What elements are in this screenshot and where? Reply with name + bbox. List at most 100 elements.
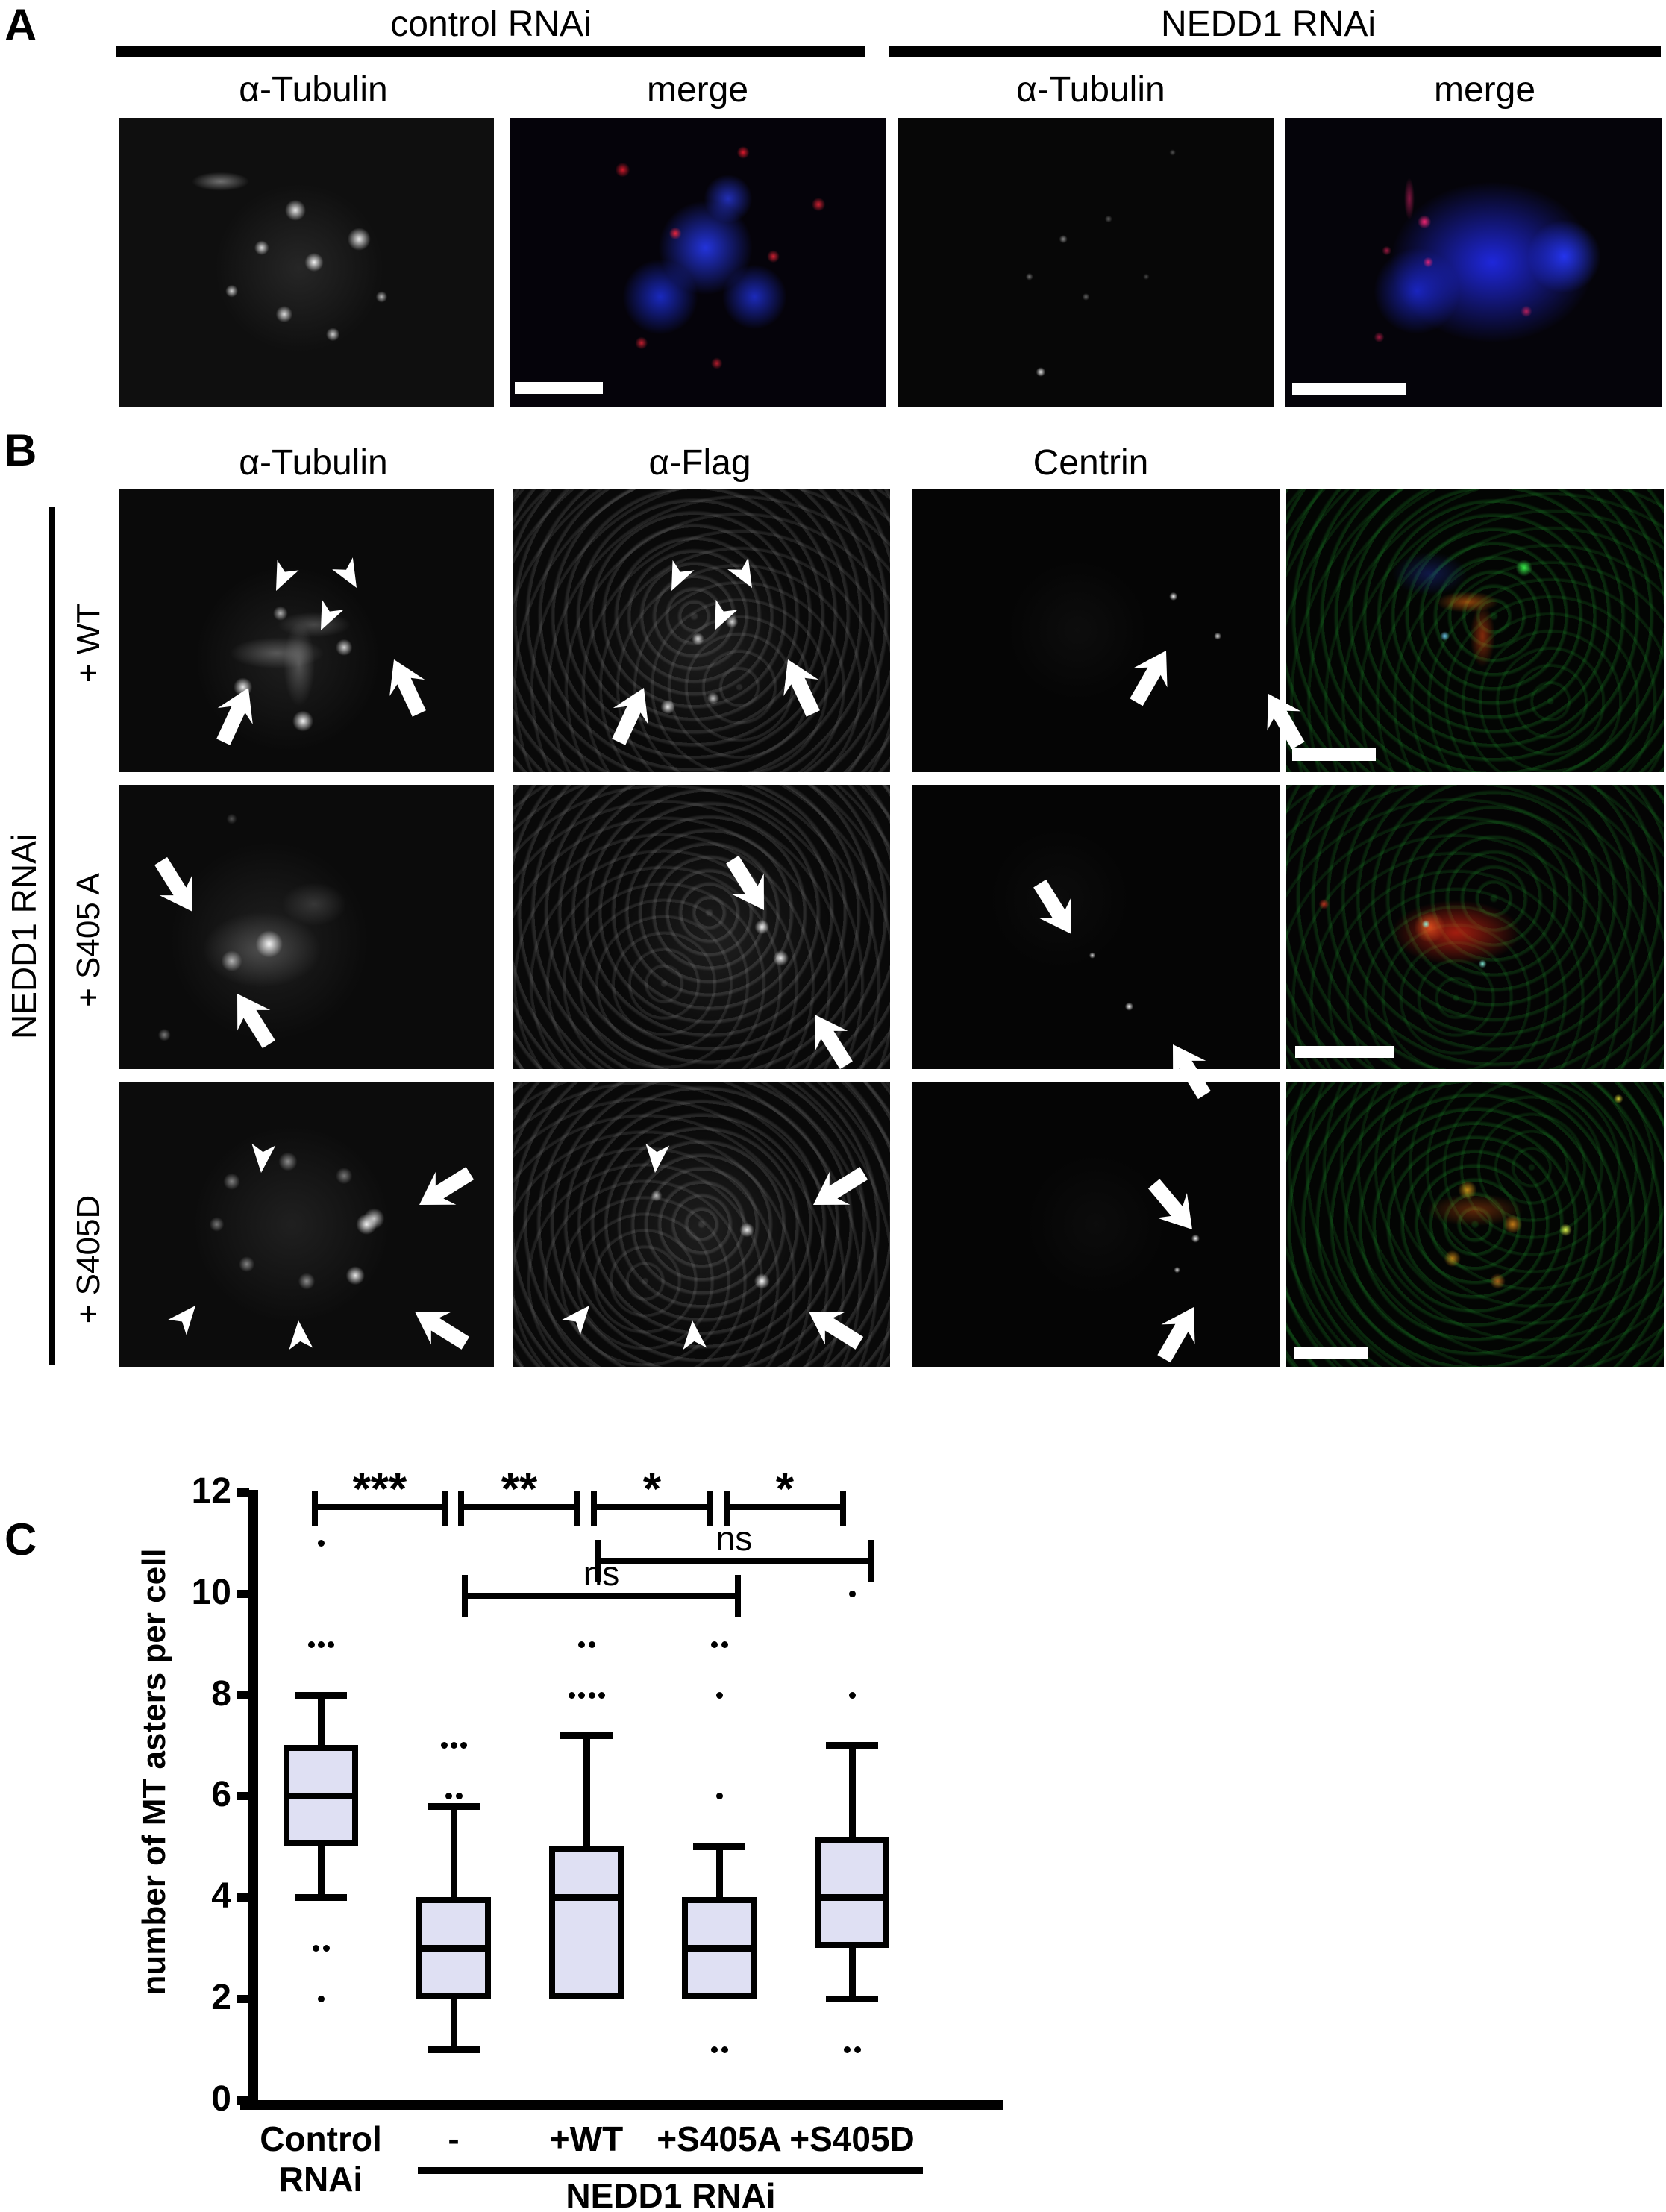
image-b-s405a-tubulin	[119, 785, 494, 1069]
y-tick	[237, 1995, 249, 2003]
whisker-lower	[451, 1999, 457, 2049]
panel-a-label: A	[4, 0, 37, 50]
sig-bracket-tick	[868, 1540, 874, 1582]
outlier-dot	[313, 1945, 319, 1952]
outlier-dot	[318, 1996, 325, 2002]
median-line	[419, 1945, 488, 1952]
outlier-dot	[589, 1692, 595, 1699]
outlier-dot	[578, 1692, 585, 1699]
x-span-underline	[418, 2167, 923, 2174]
y-tick-label: 4	[211, 1876, 231, 1916]
sig-bracket-line	[727, 1504, 843, 1510]
y-tick	[237, 1893, 249, 1902]
whisker-cap	[295, 1894, 347, 1901]
outlier-dot	[721, 1641, 728, 1648]
y-tick	[237, 2096, 249, 2105]
outlier-dot	[460, 1742, 467, 1749]
whisker-lower	[849, 1948, 856, 1999]
median-line	[685, 1945, 754, 1952]
outlier-dot	[328, 1641, 334, 1648]
panel-c-label: C	[4, 1514, 37, 1564]
y-tick-label: 6	[211, 1775, 231, 1814]
y-tick-label: 2	[211, 1978, 231, 2017]
outlier-dot	[441, 1742, 448, 1749]
x-category-label: RNAi	[278, 2160, 363, 2199]
sig-label: ***	[352, 1464, 407, 1515]
scale-bar	[1294, 1347, 1368, 1359]
outlier-dot	[721, 2046, 728, 2053]
sig-bracket-tick	[442, 1491, 448, 1526]
image-b-s405a-flag	[513, 785, 890, 1069]
y-tick-label: 8	[211, 1674, 231, 1714]
group-header-control-rnai: control RNAi	[390, 4, 592, 44]
scale-bar	[1292, 383, 1406, 395]
sig-bracket-line	[598, 1558, 871, 1564]
panel-b-col-label-flag: α-Flag	[648, 443, 751, 483]
panel-a-col-label-merge-1: merge	[646, 70, 749, 110]
sig-bracket-tick	[312, 1491, 318, 1526]
image-b-s405d-centrin	[912, 1082, 1280, 1367]
sig-bracket-tick	[574, 1491, 580, 1526]
y-tick	[237, 1590, 249, 1598]
outlier-dot	[716, 1793, 723, 1799]
outlier-dot	[854, 2046, 861, 2053]
sig-bracket-tick	[595, 1540, 601, 1582]
panel-b-label: B	[4, 425, 37, 475]
panel-a-col-label-tubulin-2: α-Tubulin	[1016, 70, 1165, 110]
sig-bracket-tick	[724, 1491, 730, 1526]
whisker-cap	[295, 1692, 347, 1699]
outlier-dot	[456, 1793, 463, 1799]
panel-b-col-label-tubulin: α-Tubulin	[239, 443, 388, 483]
sig-bracket-line	[315, 1504, 445, 1510]
outlier-dot	[844, 2046, 851, 2053]
image-b-wt-centrin	[912, 489, 1280, 772]
outlier-dot	[589, 1641, 595, 1648]
image-a-nedd1-tubulin	[898, 118, 1274, 407]
y-tick	[237, 1488, 249, 1497]
image-b-s405a-centrin	[912, 785, 1280, 1069]
box	[549, 1846, 624, 1999]
x-category-label: Control	[260, 2119, 382, 2158]
x-category-label: -	[448, 2119, 460, 2158]
image-a-control-tubulin	[119, 118, 494, 407]
median-line	[286, 1793, 355, 1799]
panel-a-col-label-merge-2: merge	[1433, 70, 1536, 110]
outlier-dot	[569, 1692, 575, 1699]
image-b-wt-merge	[1286, 489, 1664, 772]
group-header-nedd1-rnai: NEDD1 RNAi	[1160, 4, 1377, 44]
sig-bracket-tick	[735, 1575, 741, 1617]
y-axis-line	[248, 1490, 258, 2110]
x-span-label: NEDD1 RNAi	[566, 2176, 776, 2212]
whisker-upper	[849, 1745, 856, 1837]
outlier-dot	[308, 1641, 315, 1648]
whisker-upper	[451, 1806, 457, 1897]
whisker-cap	[428, 1803, 480, 1810]
scale-bar	[1292, 748, 1376, 761]
sig-label: *	[775, 1464, 795, 1515]
y-tick-label: 12	[191, 1471, 231, 1511]
outlier-dot	[323, 1945, 330, 1952]
outlier-dot	[445, 1793, 452, 1799]
panel-a-col-label-tubulin-1: α-Tubulin	[239, 70, 388, 110]
x-axis-line	[240, 2100, 1003, 2110]
image-b-s405d-merge	[1286, 1082, 1664, 1367]
outlier-dot	[849, 1692, 856, 1699]
image-a-nedd1-merge	[1285, 118, 1662, 407]
sig-bracket-tick	[840, 1491, 846, 1526]
y-tick-label: 0	[211, 2079, 231, 2119]
sig-bracket-tick	[591, 1491, 597, 1526]
image-a-control-merge	[510, 118, 886, 407]
scale-bar	[1295, 1046, 1394, 1058]
outlier-dot	[318, 1641, 325, 1648]
outlier-dot	[711, 1641, 718, 1648]
outlier-dot	[318, 1540, 325, 1547]
whisker-upper	[716, 1846, 723, 1897]
whisker-cap	[560, 1732, 613, 1739]
nedd1-rnai-underline	[889, 46, 1661, 57]
sig-bracket-tick	[458, 1491, 464, 1526]
sig-bracket-tick	[707, 1491, 713, 1526]
panel-b-col-label-centrin: Centrin	[1033, 443, 1149, 483]
sig-label: *	[642, 1464, 662, 1515]
control-rnai-underline	[116, 46, 865, 57]
